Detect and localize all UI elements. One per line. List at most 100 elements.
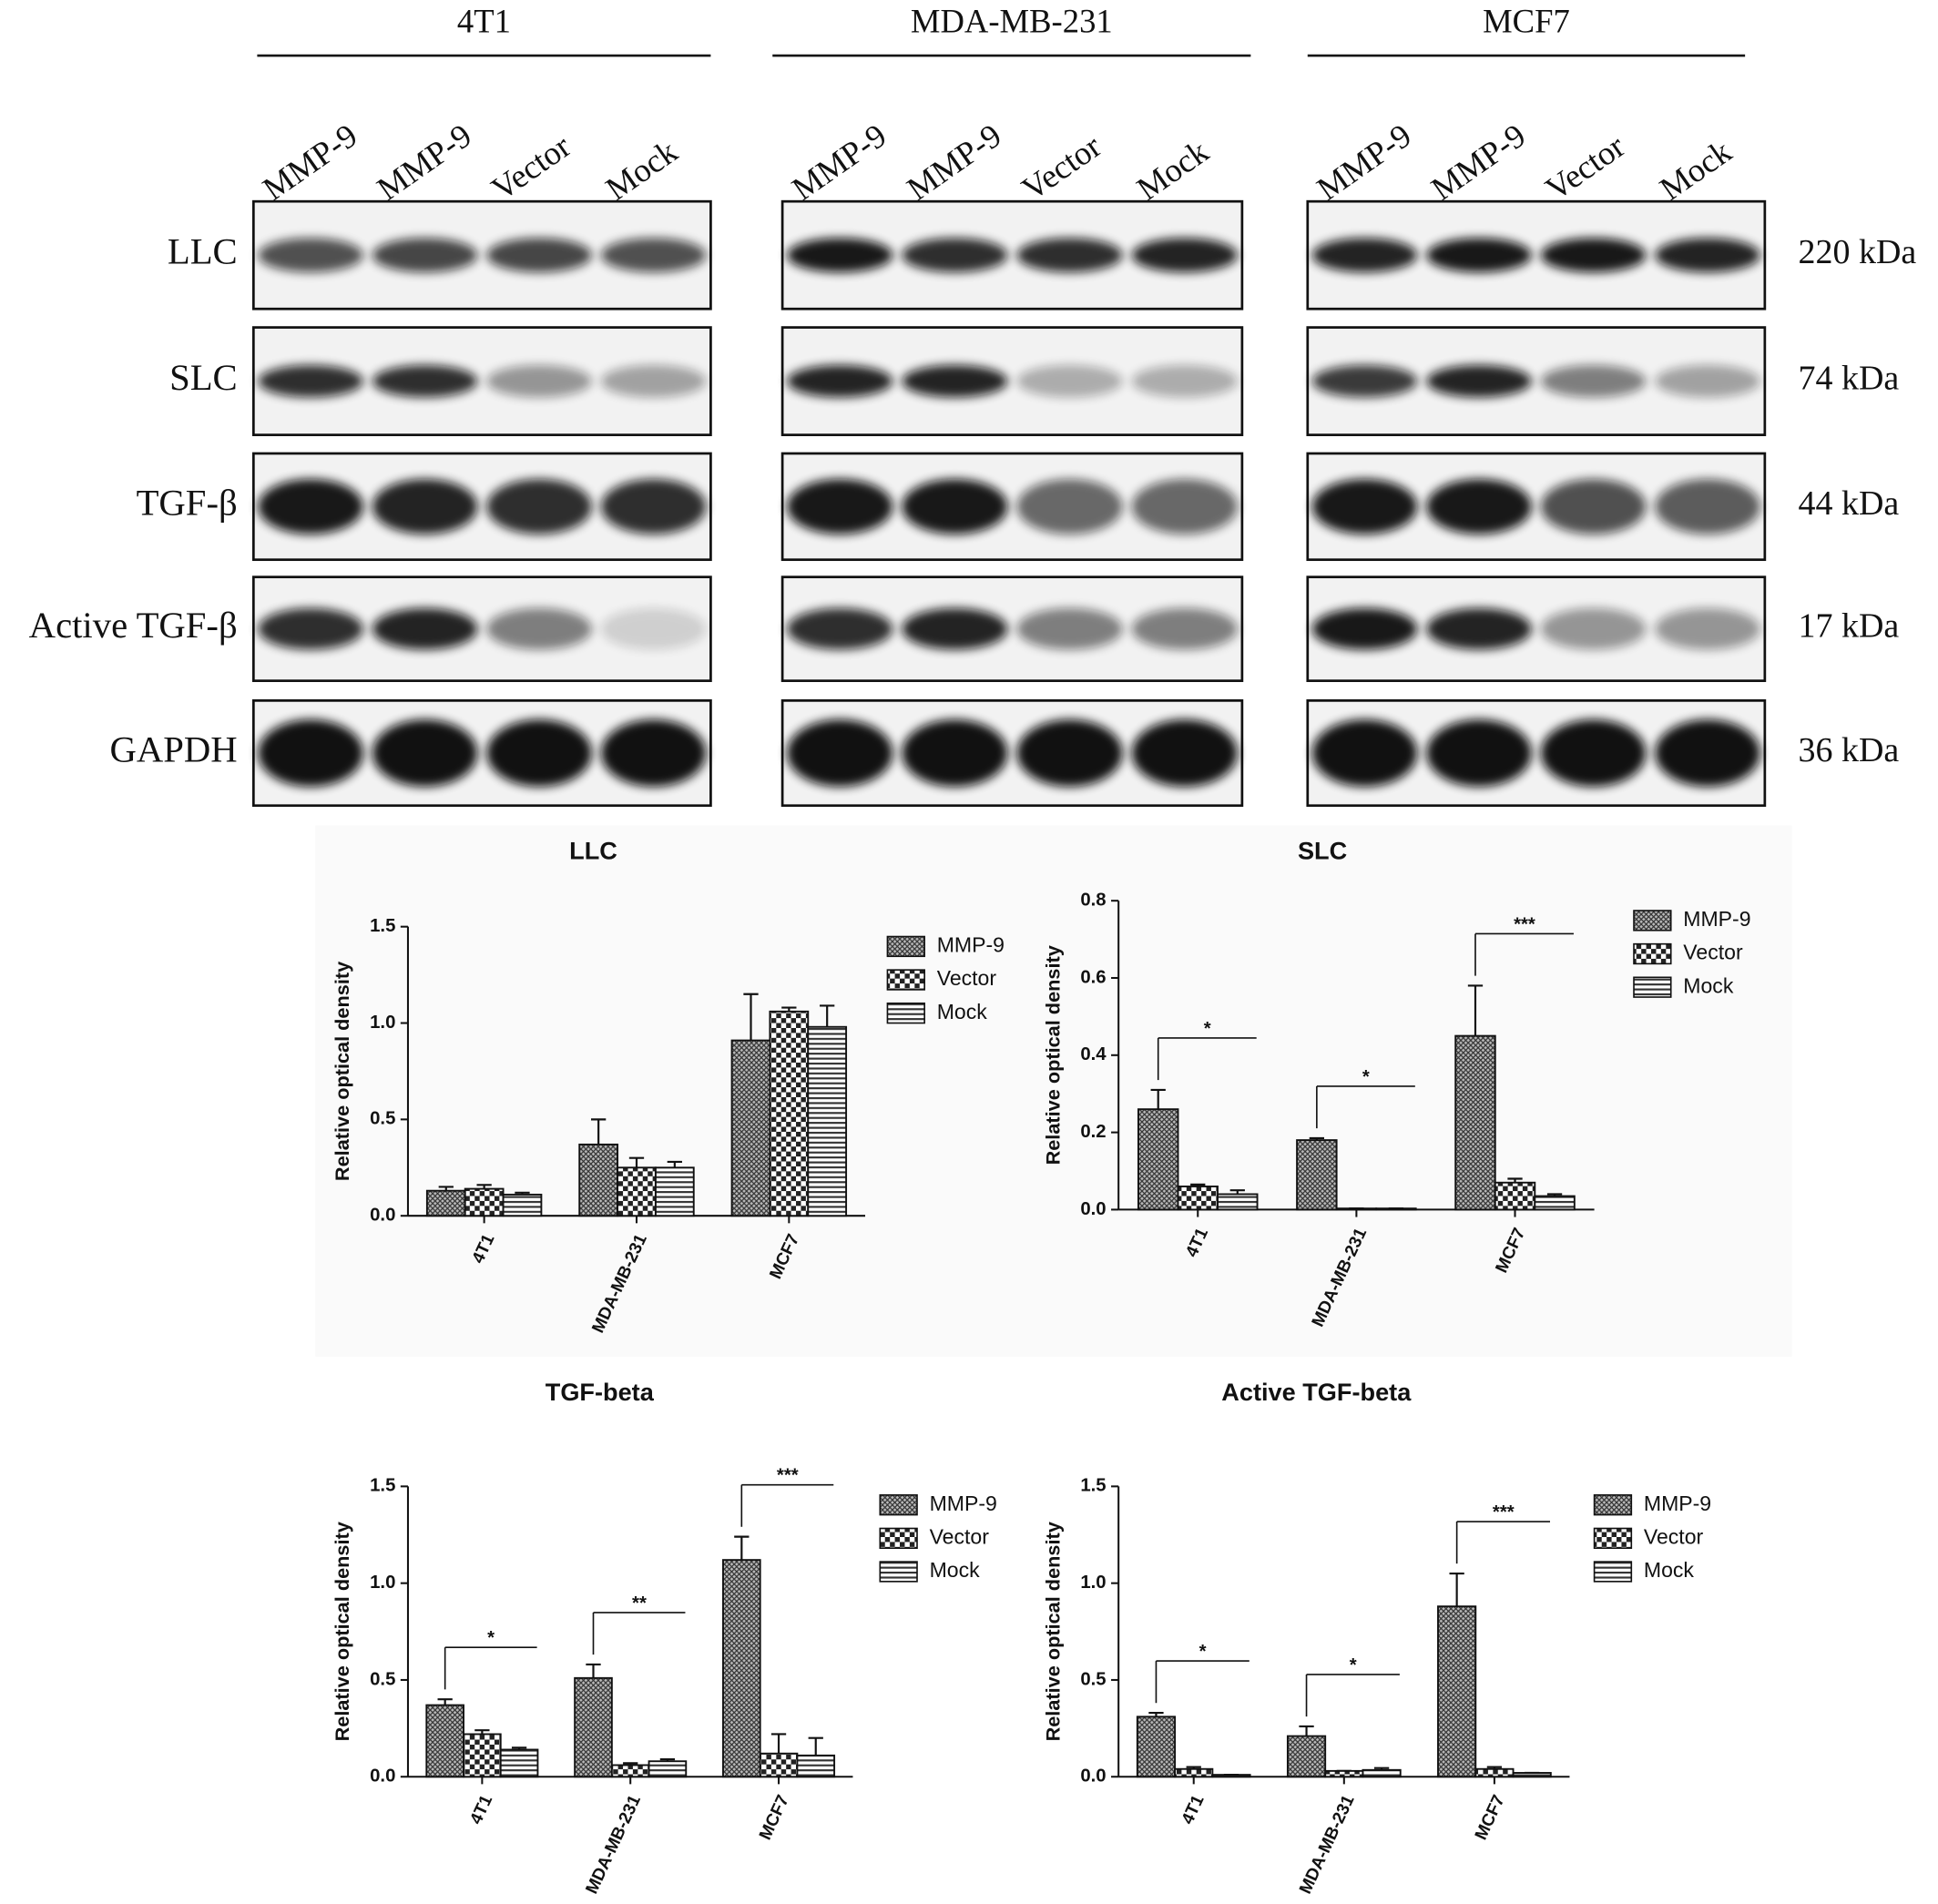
error-bar xyxy=(437,1698,453,1705)
blot-band xyxy=(486,238,592,273)
y-tick-label: 0.5 xyxy=(370,1669,395,1689)
bar xyxy=(1136,1716,1177,1778)
blot-band xyxy=(902,607,1008,650)
bar xyxy=(1454,1034,1496,1211)
significance-label: *** xyxy=(1514,914,1535,934)
blot-band xyxy=(787,719,893,787)
legend-swatch xyxy=(886,969,925,991)
blot-band xyxy=(258,364,363,398)
y-tick-label: 0.8 xyxy=(1080,891,1106,911)
blot-band xyxy=(1655,478,1760,535)
cell-line-title: MCF7 xyxy=(1483,3,1570,40)
error-bar xyxy=(1449,1572,1464,1607)
bar xyxy=(617,1166,657,1217)
chart-title: TGF-beta xyxy=(546,1378,655,1406)
legend-swatch xyxy=(1633,976,1672,998)
blot-band xyxy=(1311,238,1418,273)
y-axis-label: Relative optical density xyxy=(331,1522,353,1741)
bar xyxy=(807,1025,848,1217)
blot-band xyxy=(372,478,478,535)
legend-swatch xyxy=(879,1527,918,1550)
blot-band xyxy=(258,719,363,787)
bar xyxy=(1534,1195,1576,1211)
legend-swatch xyxy=(886,935,925,958)
y-tick-label: 1.5 xyxy=(1080,1476,1106,1496)
y-tick-label: 1.5 xyxy=(370,1476,395,1496)
y-tick-label: 0.2 xyxy=(1080,1122,1106,1142)
blot-band xyxy=(902,238,1008,273)
blot-band xyxy=(1131,238,1238,273)
legend-label: Mock xyxy=(930,1558,981,1582)
chart-title: LLC xyxy=(569,836,617,864)
blot-band xyxy=(1311,719,1418,787)
protein-size: 74 kDa xyxy=(1798,359,1899,397)
bar xyxy=(1137,1108,1179,1211)
blot-band xyxy=(1540,238,1647,273)
protein-label: GAPDH xyxy=(110,728,238,769)
blot-band xyxy=(372,364,478,398)
blot-band xyxy=(372,238,478,273)
y-tick-label: 0.5 xyxy=(1080,1669,1106,1689)
bar xyxy=(1494,1181,1536,1211)
error-bar xyxy=(628,1156,645,1168)
legend-swatch xyxy=(1593,1494,1633,1516)
blot-band xyxy=(1131,478,1238,535)
error-bar xyxy=(1299,1725,1314,1736)
protein-label: SLC xyxy=(169,357,238,398)
blot-band xyxy=(1311,478,1418,535)
protein-size: 17 kDa xyxy=(1798,606,1899,645)
error-bar xyxy=(820,1004,835,1027)
legend-swatch xyxy=(886,1002,925,1024)
significance-label: *** xyxy=(1493,1502,1515,1522)
chart-title: Active TGF-beta xyxy=(1221,1378,1412,1406)
y-tick-label: 0.6 xyxy=(1080,967,1106,987)
blot-band xyxy=(1311,364,1418,398)
blot-band xyxy=(1426,238,1532,273)
y-tick-label: 0.0 xyxy=(370,1206,395,1226)
blot-band xyxy=(1426,719,1532,787)
bar xyxy=(759,1752,799,1778)
significance-label: * xyxy=(487,1628,495,1648)
blot-band xyxy=(1016,719,1123,787)
bar xyxy=(610,1764,650,1778)
y-tick-label: 1.0 xyxy=(370,1013,395,1033)
cell-line-title: 4T1 xyxy=(457,3,511,40)
bar xyxy=(1174,1767,1214,1778)
legend-label: MMP-9 xyxy=(1683,907,1750,931)
blot-band xyxy=(902,719,1008,787)
y-tick-label: 0.0 xyxy=(1080,1767,1106,1787)
blot-band xyxy=(1540,607,1647,650)
legend-label: Mock xyxy=(1644,1558,1695,1582)
significance-label: * xyxy=(1362,1067,1370,1087)
legend-label: MMP-9 xyxy=(1644,1492,1711,1515)
legend-swatch xyxy=(879,1494,918,1516)
bar xyxy=(425,1704,464,1778)
bar xyxy=(648,1760,688,1778)
blot-band xyxy=(1426,478,1532,535)
bar xyxy=(574,1676,613,1778)
significance-label: * xyxy=(1204,1019,1211,1039)
bar xyxy=(1375,1207,1417,1211)
blot-band xyxy=(1655,364,1760,398)
chart-background xyxy=(315,825,1792,1357)
y-tick-label: 1.0 xyxy=(370,1573,395,1593)
bar xyxy=(1437,1605,1477,1778)
protein-size: 44 kDa xyxy=(1798,484,1899,523)
bar xyxy=(1362,1768,1402,1778)
blot-band xyxy=(1540,364,1647,398)
legend-label: MMP-9 xyxy=(930,1492,997,1515)
bar xyxy=(1474,1767,1515,1778)
blot-band xyxy=(600,364,707,398)
blot-band xyxy=(902,478,1008,535)
protein-label: LLC xyxy=(168,231,238,272)
blot-band xyxy=(1016,364,1123,398)
significance-label: * xyxy=(1199,1642,1207,1662)
bar xyxy=(769,1010,810,1217)
blot-band xyxy=(372,719,478,787)
bar xyxy=(1324,1769,1364,1778)
legend-label: Vector xyxy=(1644,1524,1704,1548)
legend-label: Vector xyxy=(1683,941,1743,964)
bar xyxy=(722,1559,761,1778)
legend-label: Mock xyxy=(1683,973,1734,997)
